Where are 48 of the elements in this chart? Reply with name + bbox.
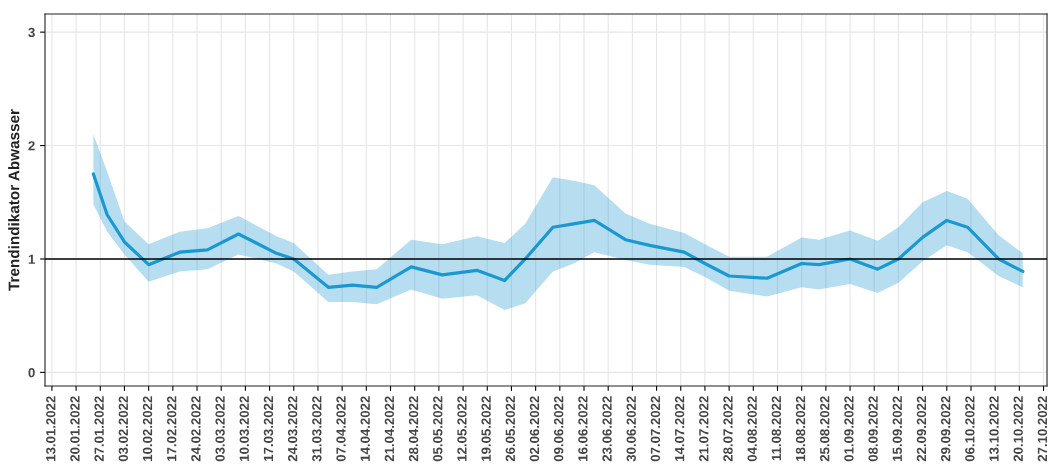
- x-tick-label: 28.04.2022: [408, 396, 419, 462]
- line-series: [91, 172, 1025, 289]
- y-tick-label: 2: [28, 141, 35, 151]
- x-tick-label: 02.06.2022: [529, 396, 540, 462]
- x-tick-label: 19.05.2022: [481, 396, 491, 461]
- x-tick-label: 10.02.2022: [142, 396, 153, 461]
- y-tick-label: 3: [28, 27, 35, 38]
- x-tick-label: 31.03.2022: [312, 396, 322, 462]
- y-tick-label: 0: [28, 367, 35, 378]
- x-tick-label: 27.10.2022: [1037, 396, 1048, 462]
- x-tick-label: 20.10.2022: [1013, 396, 1023, 462]
- x-tick-label: 23.06.2022: [602, 396, 612, 462]
- x-tick-label: 20.01.2022: [70, 396, 80, 462]
- x-tick-label: 25.08.2022: [820, 396, 830, 462]
- x-tick-label: 14.07.2022: [674, 396, 685, 461]
- x-tick-label: 04.08.2022: [747, 396, 757, 462]
- x-tick-label: 27.01.2022: [94, 396, 104, 462]
- x-tick-label: 11.08.2022: [771, 396, 782, 461]
- x-tick-label: 07.07.2022: [650, 396, 661, 462]
- x-tick-label: 21.04.2022: [384, 396, 395, 462]
- y-axis-title: Trendindikator Abwasser: [8, 109, 20, 291]
- x-tick-label: 03.03.2022: [215, 396, 225, 462]
- x-tick-label: 21.07.2022: [699, 396, 709, 462]
- x-tick-label: 17.02.2022: [167, 396, 177, 461]
- x-tick-label: 28.07.2022: [723, 396, 733, 462]
- x-tick-label: 29.09.2022: [941, 396, 951, 462]
- x-tick-label: 18.08.2022: [795, 396, 806, 461]
- x-tick-label: 17.03.2022: [263, 396, 274, 461]
- x-tick-label: 13.01.2022: [46, 396, 56, 461]
- x-tick-label: 26.05.2022: [505, 396, 515, 462]
- x-tick-label: 30.06.2022: [626, 396, 636, 462]
- y-tick-label: 1: [28, 254, 35, 264]
- x-tick-label: 12.05.2022: [457, 396, 467, 461]
- x-tick-label: 14.04.2022: [360, 396, 370, 461]
- x-tick-label: 24.02.2022: [191, 396, 201, 462]
- x-tick-label: 22.09.2022: [916, 396, 927, 462]
- x-tick-label: 16.06.2022: [578, 396, 588, 461]
- x-tick-label: 13.10.2022: [989, 396, 999, 461]
- x-tick-label: 24.03.2022: [287, 396, 298, 462]
- x-tick-label: 08.09.2022: [868, 396, 878, 462]
- x-tick-label: 15.09.2022: [892, 396, 902, 461]
- x-tick-label: 10.03.2022: [239, 396, 249, 461]
- x-tick-label: 06.10.2022: [965, 396, 975, 462]
- x-tick-label: 01.09.2022: [844, 396, 854, 462]
- x-tick-label: 03.02.2022: [118, 396, 129, 462]
- x-tick-label: 07.04.2022: [336, 396, 346, 462]
- x-tick-label: 05.05.2022: [433, 396, 443, 462]
- x-tick-label: 09.06.2022: [554, 396, 564, 462]
